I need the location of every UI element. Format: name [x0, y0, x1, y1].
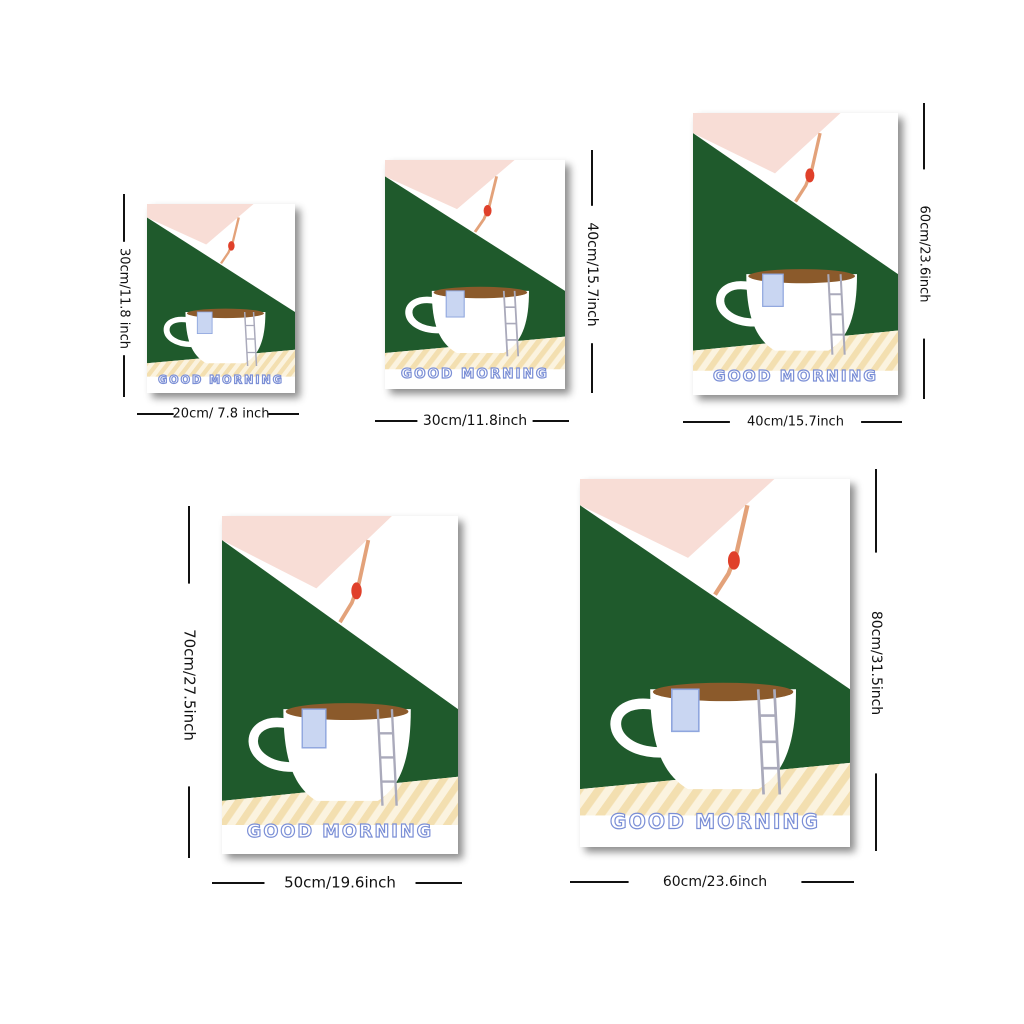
pink-sky [580, 479, 775, 558]
poster-art [693, 113, 898, 395]
swimsuit [483, 204, 492, 217]
poster-caption: GOOD MORNING [158, 374, 284, 387]
floor [222, 776, 458, 826]
cup-handle [610, 698, 662, 758]
towel [301, 708, 327, 749]
caption-band [147, 376, 295, 393]
poster-art [580, 479, 850, 847]
pink-sky [222, 516, 392, 589]
towel [196, 311, 213, 335]
width-label: 50cm/19.6inch [284, 874, 396, 892]
ladder [756, 689, 782, 795]
pink-sky [147, 204, 254, 245]
ladder [502, 290, 520, 357]
height-label: 30cm/11.8 inch [117, 248, 132, 349]
swimsuit [351, 582, 362, 600]
floor [580, 762, 850, 816]
height-label: 40cm/15.7inch [584, 222, 600, 326]
caption-band [580, 815, 850, 847]
height-label: 80cm/31.5inch [868, 611, 884, 715]
height-label: 70cm/27.5inch [181, 629, 199, 741]
caption-band [222, 825, 458, 854]
poster-caption: GOOD MORNING [401, 366, 549, 382]
floor [693, 330, 898, 371]
width-label: 60cm/23.6inch [663, 874, 767, 890]
towel [445, 290, 465, 318]
poster-art [385, 160, 565, 389]
poster-art [147, 204, 295, 393]
poster-caption: GOOD MORNING [247, 822, 433, 842]
swimsuit [727, 551, 740, 570]
swimsuit [228, 241, 235, 251]
width-label: 40cm/15.7inch [747, 415, 844, 430]
poster-caption: GOOD MORNING [713, 367, 878, 385]
ladder [827, 274, 846, 355]
cup-handle [248, 717, 294, 772]
caption-band [385, 369, 565, 389]
height-label: 60cm/23.6inch [917, 206, 932, 303]
cup-handle [405, 296, 440, 334]
width-label: 30cm/11.8inch [423, 413, 527, 429]
poster-caption: GOOD MORNING [610, 810, 820, 834]
ladder [376, 709, 398, 806]
pink-sky [693, 113, 841, 174]
swimsuit [805, 168, 815, 183]
towel [762, 273, 784, 307]
cup-handle [716, 281, 755, 327]
caption-band [693, 370, 898, 395]
width-label: 20cm/ 7.8 inch [173, 407, 270, 422]
poster-art [222, 516, 458, 854]
pink-sky [385, 160, 515, 210]
cup-handle [163, 316, 192, 348]
ladder [243, 311, 258, 367]
towel [670, 688, 700, 733]
